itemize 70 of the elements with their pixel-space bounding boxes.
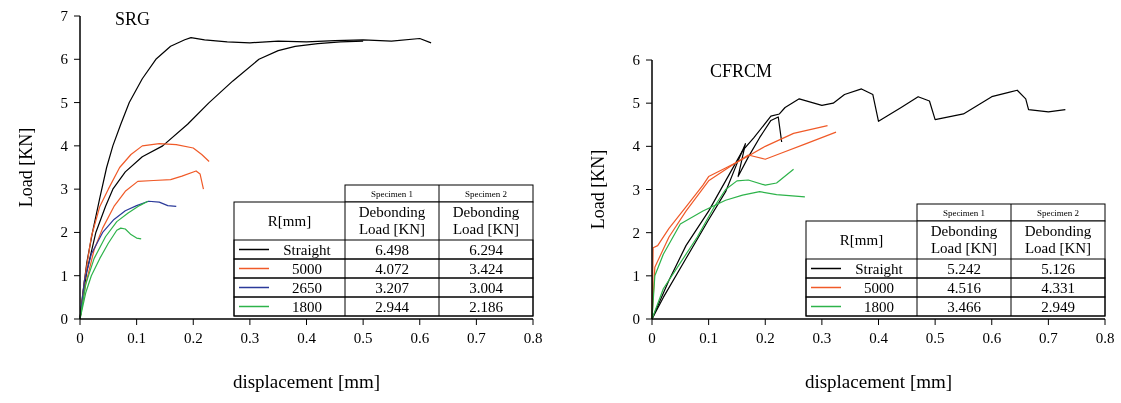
y-tick-label: 6: [632, 52, 641, 68]
annotation: 5.126: [1041, 261, 1076, 277]
x-axis-title: displacement [mm]: [232, 371, 381, 392]
legend-label: 2650: [292, 280, 322, 296]
x-tick-label: 0.2: [755, 330, 775, 346]
chart-title: SRG: [115, 9, 151, 29]
annotation: 4.516: [947, 280, 982, 296]
x-tick-label: 0.7: [467, 330, 487, 346]
annotation: 2.186: [469, 299, 504, 315]
annotation: Specimen 1: [370, 189, 414, 199]
annotation: Debonding Load [KN]: [930, 223, 998, 256]
y-tick-label: 7: [60, 8, 69, 24]
x-tick-label: 0.1: [127, 330, 146, 346]
y-tick-label: 3: [632, 181, 640, 198]
x-tick-label: 0.2: [183, 330, 203, 346]
y-tick-label: 5: [632, 95, 640, 112]
x-tick-label: 0.5: [353, 330, 373, 346]
annotation: Specimen 1: [942, 208, 986, 218]
x-tick-label: 0.4: [297, 330, 317, 346]
x-tick-label: 0: [648, 330, 656, 346]
y-tick-label: 0: [60, 311, 68, 327]
x-tick-label: 0.3: [240, 330, 260, 346]
x-tick-label: 0.1: [699, 330, 718, 346]
annotation: R[mm]: [267, 213, 312, 229]
annotation: 4.331: [1041, 280, 1075, 296]
annotation: 5.242: [947, 261, 981, 277]
x-axis-title: displacement [mm]: [804, 371, 953, 392]
y-tick-label: 2: [632, 224, 640, 241]
chart-title: CFRCM: [710, 61, 773, 81]
annotation: 3.004: [469, 280, 504, 296]
legend-label: 5000: [292, 261, 322, 277]
annotation: Specimen 2: [1036, 208, 1080, 218]
annotation: 3.466: [947, 299, 982, 315]
y-tick-label: 5: [60, 94, 68, 111]
annotation: Specimen 2: [464, 189, 508, 199]
x-tick-label: 0.4: [869, 330, 889, 346]
y-tick-label: 0: [632, 311, 640, 327]
y-tick-label: 2: [60, 224, 68, 241]
annotation: 6.294: [469, 242, 504, 258]
y-axis-title: Load [KN]: [588, 149, 608, 230]
annotation: 3.207: [375, 280, 410, 296]
annotation: 6.498: [375, 242, 409, 258]
annotation: 4.072: [375, 261, 409, 277]
annotation: R[mm]: [839, 232, 884, 248]
x-tick-label: 0.8: [1095, 330, 1115, 346]
annotation: 2.944: [375, 299, 410, 315]
y-tick-label: 1: [632, 267, 640, 284]
x-tick-label: 0: [76, 330, 84, 346]
annotation: Debonding Load [KN]: [452, 204, 520, 237]
x-tick-label: 0.6: [410, 330, 430, 346]
y-tick-label: 1: [60, 267, 68, 284]
annotation: 3.424: [469, 261, 504, 277]
legend-label: Straight: [283, 242, 332, 258]
y-axis-title: Load [KN]: [16, 127, 36, 208]
x-tick-label: 0.7: [1039, 330, 1059, 346]
legend-label: 1800: [292, 299, 322, 315]
annotation: 2.949: [1041, 299, 1075, 315]
x-tick-label: 0.8: [523, 330, 543, 346]
annotation: Debonding Load [KN]: [1024, 223, 1092, 256]
x-tick-label: 0.5: [925, 330, 945, 346]
x-tick-label: 0.6: [982, 330, 1002, 346]
y-tick-label: 4: [60, 137, 69, 154]
y-tick-label: 6: [60, 51, 69, 68]
legend-label: 1800: [864, 299, 894, 315]
legend-label: Straight: [855, 261, 904, 277]
legend-label: 5000: [864, 280, 894, 296]
x-tick-label: 0.3: [812, 330, 832, 346]
y-tick-label: 4: [632, 138, 641, 155]
y-tick-label: 3: [60, 181, 68, 198]
annotation: Debonding Load [KN]: [358, 204, 426, 237]
